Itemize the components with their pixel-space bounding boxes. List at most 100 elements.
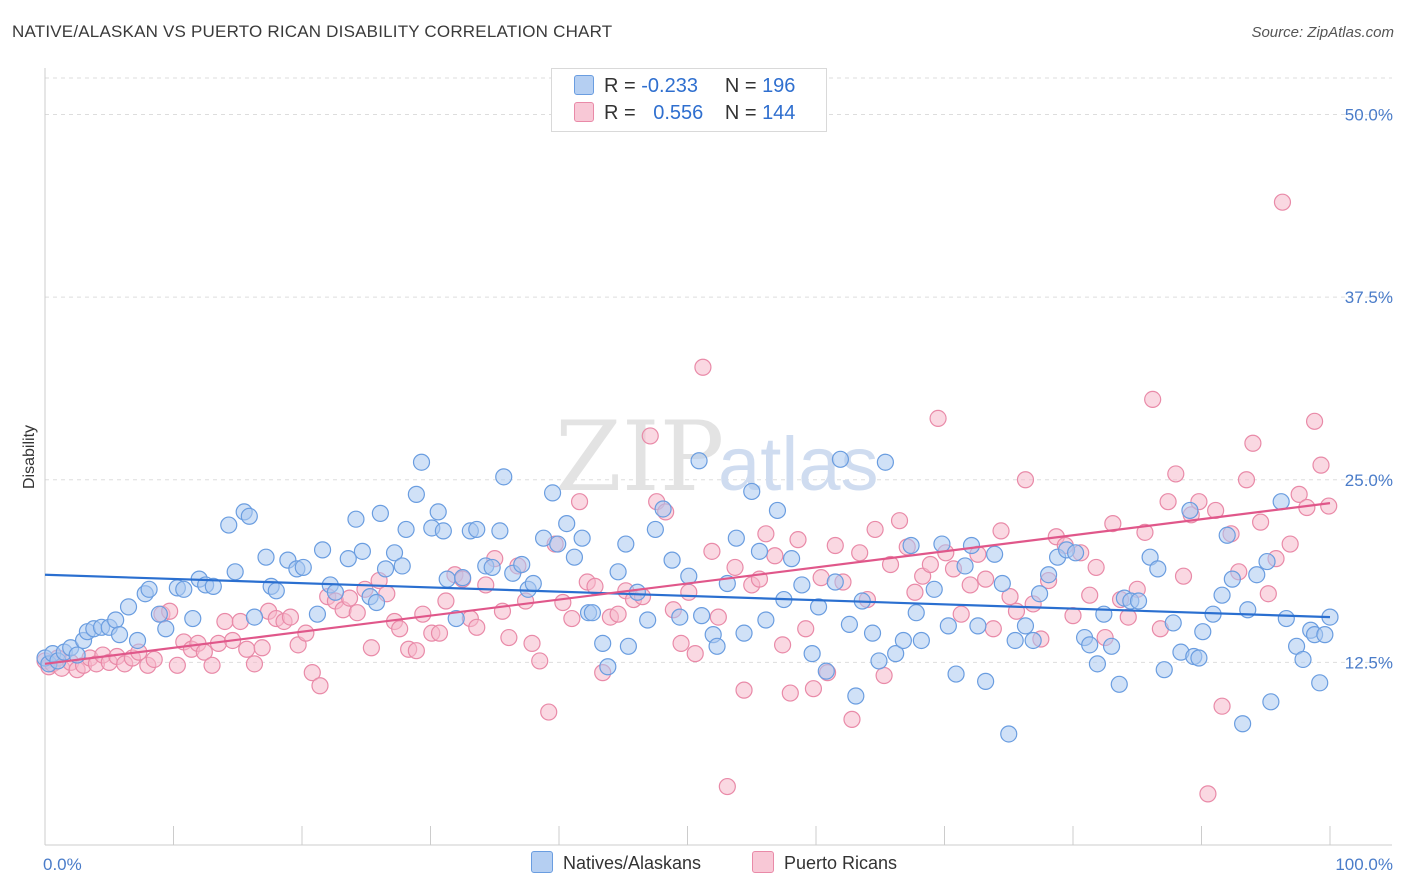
puerto-ricans-point bbox=[773, 636, 792, 654]
natives-alaskans-point bbox=[1030, 585, 1049, 603]
natives-alaskans-point bbox=[969, 617, 987, 635]
natives-alaskans-point bbox=[240, 507, 258, 525]
puerto-ricans-point bbox=[1305, 412, 1324, 430]
legend-n-label: N = bbox=[724, 102, 757, 124]
puerto-ricans-point bbox=[540, 703, 558, 721]
puerto-ricans-point bbox=[1174, 567, 1193, 585]
natives-alaskans-point bbox=[831, 450, 850, 468]
natives-alaskans-point bbox=[412, 453, 431, 471]
natives-alaskans-point bbox=[599, 658, 617, 676]
puerto-ricans-point bbox=[1064, 607, 1082, 625]
puerto-ricans-point bbox=[1001, 588, 1019, 606]
natives-alaskans-point bbox=[110, 626, 129, 644]
puerto-ricans-point bbox=[437, 592, 455, 610]
natives-alaskans-point bbox=[594, 634, 612, 652]
natives-alaskans-point bbox=[438, 570, 456, 588]
puerto-ricans-point bbox=[414, 605, 432, 623]
natives-alaskans-point bbox=[743, 482, 761, 501]
bottom-legend-puerto-ricans: Puerto Ricans bbox=[752, 851, 897, 874]
natives-alaskans-point bbox=[1016, 617, 1035, 635]
puerto-ricans-point bbox=[797, 620, 815, 638]
puerto-ricans-point bbox=[1159, 493, 1177, 511]
puerto-ricans-point bbox=[906, 583, 924, 601]
natives-alaskans-point bbox=[549, 535, 567, 553]
puerto-ricans-point bbox=[238, 640, 256, 658]
natives-alaskans-point bbox=[1006, 631, 1024, 650]
natives-alaskans-point bbox=[727, 529, 745, 547]
x-tick-label: 100.0% bbox=[1335, 855, 1393, 874]
natives-alaskans-point bbox=[1218, 526, 1236, 544]
watermark: ZIP atlas bbox=[555, 401, 879, 513]
puerto-ricans-point bbox=[875, 666, 893, 685]
puerto-ricans-point bbox=[1312, 456, 1330, 474]
puerto-ricans-point bbox=[1087, 558, 1105, 577]
natives-alaskans-point bbox=[782, 550, 801, 568]
natives-alaskans-point bbox=[184, 609, 202, 628]
chart-title: NATIVE/ALASKAN VS PUERTO RICAN DISABILIT… bbox=[12, 22, 613, 41]
natives-alaskans-point bbox=[447, 609, 465, 628]
natives-alaskans-point bbox=[628, 583, 646, 601]
natives-alaskans-point bbox=[619, 637, 637, 655]
natives-alaskans-point bbox=[1066, 544, 1085, 562]
puerto-ricans-point bbox=[554, 593, 572, 612]
bottom-legend-label: Natives/Alaskans bbox=[563, 853, 702, 873]
bottom-legend-swatch-pink bbox=[752, 851, 774, 873]
puerto-ricans-point bbox=[726, 558, 744, 577]
trend-lines bbox=[44, 502, 1331, 665]
natives-alaskans-point bbox=[1024, 631, 1042, 650]
natives-alaskans-point bbox=[140, 580, 158, 598]
natives-alaskans-point bbox=[583, 604, 602, 622]
natives-alaskans-point bbox=[826, 573, 844, 591]
natives-alaskans-point bbox=[1194, 623, 1212, 641]
natives-alaskans-point bbox=[495, 468, 513, 486]
natives-alaskans-point bbox=[646, 520, 664, 539]
natives-alaskans-point bbox=[1102, 637, 1121, 655]
puerto-ricans-point bbox=[1237, 471, 1256, 489]
puerto-ricans-point bbox=[216, 612, 234, 631]
puerto-ricans-point bbox=[781, 684, 799, 702]
natives-alaskans-point bbox=[993, 574, 1011, 593]
natives-alaskans-point bbox=[1039, 566, 1058, 584]
natives-alaskans-point bbox=[226, 563, 244, 581]
natives-alaskans-point bbox=[429, 503, 447, 521]
natives-alaskans-point bbox=[1213, 586, 1231, 604]
puerto-ricans-point bbox=[843, 710, 861, 728]
natives-alaskans-point bbox=[1088, 655, 1107, 673]
natives-alaskans-point bbox=[986, 545, 1004, 563]
legend-r-label: R = bbox=[604, 75, 636, 97]
natives-alaskans-point bbox=[956, 557, 974, 575]
natives-alaskans-point bbox=[1223, 570, 1241, 588]
natives-alaskans-points bbox=[36, 450, 1339, 743]
natives-alaskans-point bbox=[558, 514, 576, 533]
natives-alaskans-point bbox=[887, 645, 905, 663]
puerto-ricans-point bbox=[826, 536, 844, 555]
y-tick-label: 12.5% bbox=[1345, 653, 1393, 672]
puerto-ricans-point bbox=[1244, 434, 1262, 452]
natives-alaskans-point bbox=[876, 453, 894, 471]
puerto-ricans-point bbox=[468, 618, 486, 636]
natives-alaskans-point bbox=[840, 615, 859, 633]
puerto-ricans-point bbox=[1273, 193, 1292, 211]
natives-alaskans-point bbox=[1081, 636, 1099, 654]
puerto-ricans-point bbox=[609, 605, 627, 623]
legend-r-value: -0.233 bbox=[641, 75, 698, 97]
puerto-ricans-point bbox=[145, 650, 163, 669]
puerto-ricans-point bbox=[563, 609, 581, 628]
puerto-ricans-point bbox=[1081, 586, 1099, 604]
puerto-ricans-point bbox=[718, 777, 736, 796]
natives-alaskans-point bbox=[609, 563, 627, 581]
natives-alaskans-point bbox=[257, 548, 275, 566]
legend-r-label: R = bbox=[604, 102, 636, 124]
puerto-ricans-point bbox=[348, 604, 366, 622]
natives-alaskans-point bbox=[157, 620, 175, 638]
natives-alaskans-point bbox=[483, 558, 501, 577]
puerto-ricans-point bbox=[735, 681, 753, 699]
puerto-ricans-point bbox=[812, 569, 830, 587]
natives-alaskans-point bbox=[397, 520, 415, 539]
natives-alaskans-point bbox=[750, 542, 769, 560]
puerto-ricans-point bbox=[851, 544, 869, 562]
natives-alaskans-point bbox=[1311, 674, 1329, 692]
natives-alaskans-point bbox=[393, 557, 411, 575]
x-tick-label: 0.0% bbox=[43, 855, 82, 874]
puerto-ricans-point bbox=[1213, 697, 1231, 715]
